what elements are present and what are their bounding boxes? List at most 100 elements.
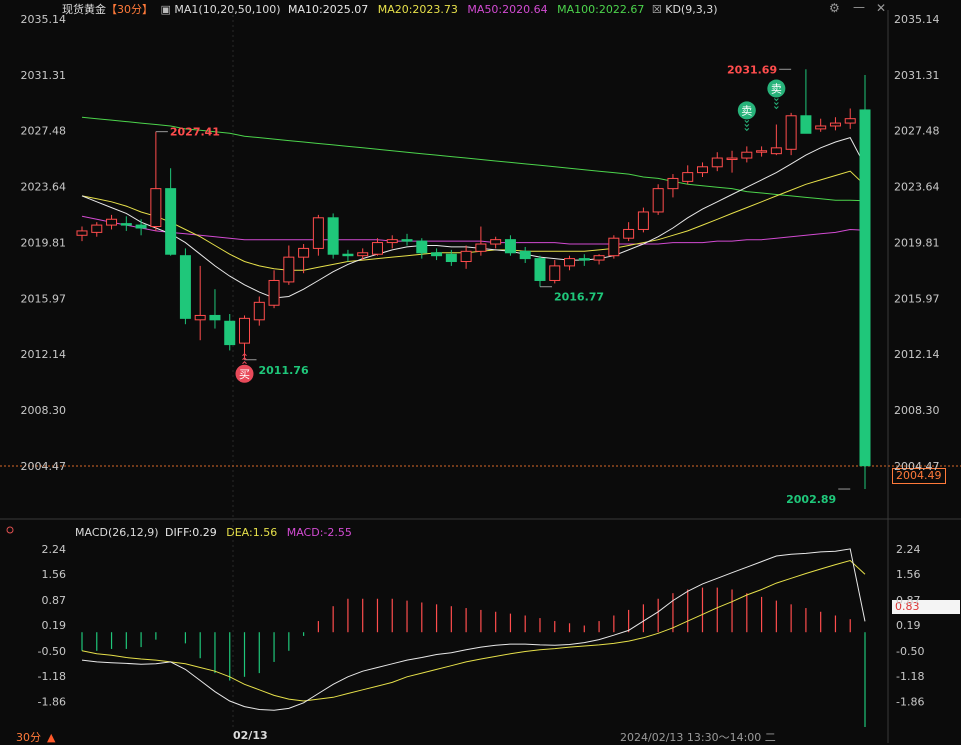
ma20-line: [81, 170, 866, 271]
candle-up: [549, 265, 561, 281]
candle-down: [800, 115, 812, 134]
time-range-label: 2024/02/13 13:30～14:00 二: [620, 731, 776, 744]
price-tick-right: 2008.30: [894, 404, 940, 417]
candle-up: [76, 230, 88, 236]
macd-tick-right: -1.86: [896, 695, 924, 708]
candle-up: [711, 157, 723, 168]
instrument-name: 现货黄金: [62, 3, 106, 16]
macd-tick-right: -1.18: [896, 670, 924, 683]
price-tick-left: 2027.48: [21, 125, 67, 138]
ma100-value: MA100:2022.67: [557, 3, 645, 16]
candle-down: [401, 239, 413, 242]
minimize-icon[interactable]: —: [853, 0, 865, 14]
macd-tick-right: -0.50: [896, 645, 924, 658]
price-tick-left: 2012.14: [21, 348, 67, 361]
price-tick-left: 2031.31: [21, 69, 67, 82]
kd-toggle-icon[interactable]: ☒: [651, 3, 662, 16]
macd-tick-left: 0.87: [42, 594, 67, 607]
candle-down: [519, 250, 531, 260]
low-price-label: 2016.77: [554, 291, 604, 304]
candle-up: [371, 242, 383, 255]
buy-signal-label: 买: [239, 368, 250, 381]
price-tick-right: 2027.48: [894, 125, 940, 138]
candle-down: [416, 240, 428, 254]
sell-signal-label: 卖: [771, 83, 782, 96]
macd-tick-left: -1.18: [38, 670, 66, 683]
candle-up: [637, 211, 649, 230]
macd-tick-left: 1.56: [42, 568, 67, 581]
diff-value: DIFF:0.29: [165, 526, 217, 539]
period-label[interactable]: 【30分】: [106, 3, 153, 16]
candle-down: [135, 224, 147, 229]
candle-down: [342, 253, 354, 257]
candle-down: [224, 320, 236, 346]
price-tick-right: 2015.97: [894, 292, 940, 305]
macd-value-tag: 0.83: [892, 600, 960, 614]
kd-indicator-label[interactable]: KD(9,3,3): [665, 3, 718, 16]
candle-down: [120, 223, 132, 226]
last-price-tag: 2004.49: [892, 468, 946, 484]
footer-period-label: 30分: [16, 731, 41, 744]
macd-tick-right: 0.19: [896, 619, 921, 632]
candle-up: [564, 258, 576, 267]
candle-up: [844, 118, 856, 124]
candle-up: [785, 115, 797, 150]
ma-toggle-icon[interactable]: ▣: [160, 3, 171, 16]
macd-value: MACD:-2.55: [286, 526, 352, 539]
candle-down: [431, 252, 443, 257]
macd-label[interactable]: MACD(26,12,9): [75, 526, 159, 539]
ma20-value: MA20:2023.73: [377, 3, 458, 16]
candle-down: [209, 314, 221, 321]
high-price-label: 2031.69: [727, 63, 777, 76]
candle-up: [726, 157, 738, 160]
candle-down: [504, 239, 516, 254]
candle-up: [593, 255, 605, 261]
macd-tick-left: 2.24: [42, 543, 67, 556]
macd-tick-right: 0.87: [896, 594, 921, 607]
macd-pane-icon: [6, 526, 14, 534]
candle-up: [623, 228, 635, 239]
candle-down: [859, 109, 871, 467]
ma-indicator-label[interactable]: MA1(10,20,50,100): [174, 3, 281, 16]
dea-line: [81, 559, 866, 702]
macd-tick-right: 2.24: [896, 543, 921, 556]
high-price-label: 2027.41: [170, 126, 220, 139]
candle-up: [357, 252, 369, 257]
price-tick-right: 2012.14: [894, 348, 940, 361]
candle-up: [652, 188, 664, 213]
buy-signal-badge: [235, 364, 254, 383]
close-icon[interactable]: ✕: [876, 1, 887, 15]
signal-arrow: [774, 106, 779, 110]
signal-arrow: [242, 353, 247, 357]
price-tick-left: 2019.81: [21, 236, 67, 249]
signal-arrow: [744, 120, 750, 124]
candle-up: [667, 177, 679, 190]
price-tick-left: 2023.64: [21, 181, 67, 194]
candle-down: [179, 255, 191, 319]
candle-up: [770, 147, 782, 155]
price-tick-left: 2004.47: [21, 460, 67, 473]
price-tick-right: 2035.14: [894, 13, 940, 26]
ma50-line: [81, 215, 866, 245]
signal-arrow: [744, 128, 750, 132]
low-price-label: 2002.89: [786, 493, 836, 506]
settings-icon[interactable]: ⚙: [829, 1, 840, 15]
price-tick-right: 2031.31: [894, 69, 940, 82]
candle-up: [815, 125, 827, 130]
candle-up: [386, 239, 398, 244]
candle-up: [253, 301, 265, 321]
ma100-line: [81, 116, 866, 202]
price-tick-left: 2015.97: [21, 292, 67, 305]
macd-tick-left: -1.86: [38, 695, 66, 708]
candle-up: [682, 172, 694, 182]
macd-tick-left: 0.19: [42, 619, 67, 632]
macd-tick-right: 1.56: [896, 568, 921, 581]
sell-signal-label: 卖: [741, 104, 752, 117]
macd-tick-left: -0.50: [38, 645, 66, 658]
sell-signal-badge: [737, 101, 756, 120]
signal-arrow: [242, 361, 247, 365]
candle-up: [150, 188, 162, 228]
price-tick-right: 2004.47: [894, 460, 940, 473]
footer-period[interactable]: 30分 ▲: [16, 729, 55, 745]
